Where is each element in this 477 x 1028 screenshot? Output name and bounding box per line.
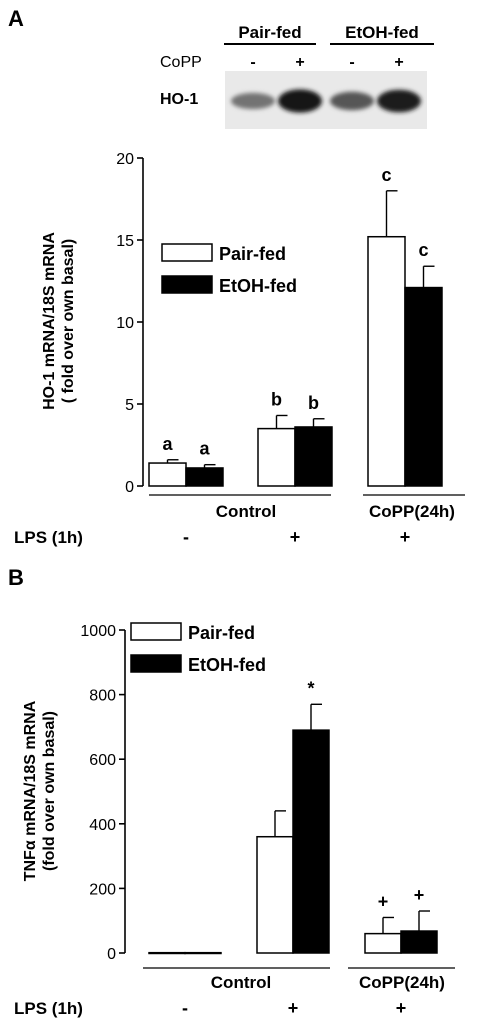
y-tick-label: 20 (116, 151, 134, 168)
western-blot: Pair-fed EtOH-fed CoPP - + - + HO-1 (160, 23, 434, 129)
y-tick-label: 0 (125, 479, 134, 496)
lps-sign: + (288, 998, 299, 1018)
bar (292, 729, 330, 954)
lps-sign: + (290, 527, 301, 547)
bar (148, 951, 186, 955)
bar (185, 467, 224, 487)
group-label: Control (216, 502, 276, 521)
bar (367, 235, 406, 487)
y-tick-label: 200 (89, 881, 116, 898)
blot-bands (231, 89, 421, 113)
legend-swatch (161, 275, 213, 294)
significance-label: + (414, 885, 425, 905)
blot-treatment-label: CoPP (160, 54, 202, 71)
legend-label: Pair-fed (188, 623, 255, 643)
significance-label: a (199, 439, 210, 459)
lps-sign: + (400, 527, 411, 547)
bar (364, 932, 402, 954)
y-tick-label: 1000 (80, 623, 116, 640)
significance-label: + (378, 891, 389, 911)
chart-b: 0 200 400 600 800 1000 TNFα mRNA/18S mRNA (fold… (14, 622, 455, 1018)
y-tick-label: 5 (125, 397, 134, 414)
bar (256, 835, 294, 954)
group-label: CoPP(24h) (359, 973, 445, 992)
bar (257, 427, 296, 487)
blot-lane-sign: - (349, 54, 354, 71)
blot-band (377, 89, 421, 113)
blot-group-pairfed-label: Pair-fed (238, 23, 301, 42)
y-tick-label: 600 (89, 752, 116, 769)
lps-sign: + (396, 998, 407, 1018)
group-label: CoPP(24h) (369, 502, 455, 521)
y-tick-label: 800 (89, 688, 116, 705)
legend-label: EtOH-fed (188, 655, 266, 675)
group-label: Control (211, 973, 271, 992)
legend-swatch (161, 243, 213, 262)
y-tick-label: 400 (89, 817, 116, 834)
legend-swatch (130, 622, 182, 641)
blot-band (330, 91, 374, 111)
significance-label: b (271, 389, 282, 409)
y-tick-label: 10 (116, 315, 134, 332)
chart-a: 0 5 10 15 20 HO-1 mRNA/18S mRNA( fold over ow… (14, 151, 465, 547)
legend-label: EtOH-fed (219, 276, 297, 296)
blot-group-etohfed-label: EtOH-fed (345, 23, 419, 42)
significance-label: * (307, 678, 314, 698)
y-tick-label: 15 (116, 233, 134, 250)
bar (400, 930, 438, 954)
significance-label: b (308, 393, 319, 413)
legend-swatch (130, 654, 182, 673)
blot-lane-sign: - (250, 54, 255, 71)
y-tick-label: 0 (107, 946, 116, 963)
significance-label: a (162, 434, 173, 454)
significance-label: c (381, 165, 391, 185)
bar (294, 426, 333, 487)
blot-lane-sign: + (295, 54, 304, 71)
y-axis-label: TNFα mRNA/18S mRNA (fold over own basal) (22, 700, 58, 881)
bar (184, 951, 222, 955)
blot-protein-label: HO-1 (160, 91, 198, 108)
y-axis-label: HO-1 mRNA/18S mRNA( fold over own basal) (41, 232, 77, 410)
significance-label: c (418, 240, 428, 260)
bar (404, 286, 443, 487)
blot-lane-sign: + (394, 54, 403, 71)
bar (148, 462, 187, 487)
panel-b-label: B (8, 565, 24, 590)
lps-label: LPS (1h) (14, 528, 83, 547)
blot-band (278, 89, 322, 113)
lps-sign: - (182, 998, 188, 1018)
blot-band (231, 92, 275, 110)
lps-sign: - (183, 527, 189, 547)
lps-label: LPS (1h) (14, 999, 83, 1018)
legend-label: Pair-fed (219, 244, 286, 264)
panel-a-label: A (8, 6, 24, 31)
